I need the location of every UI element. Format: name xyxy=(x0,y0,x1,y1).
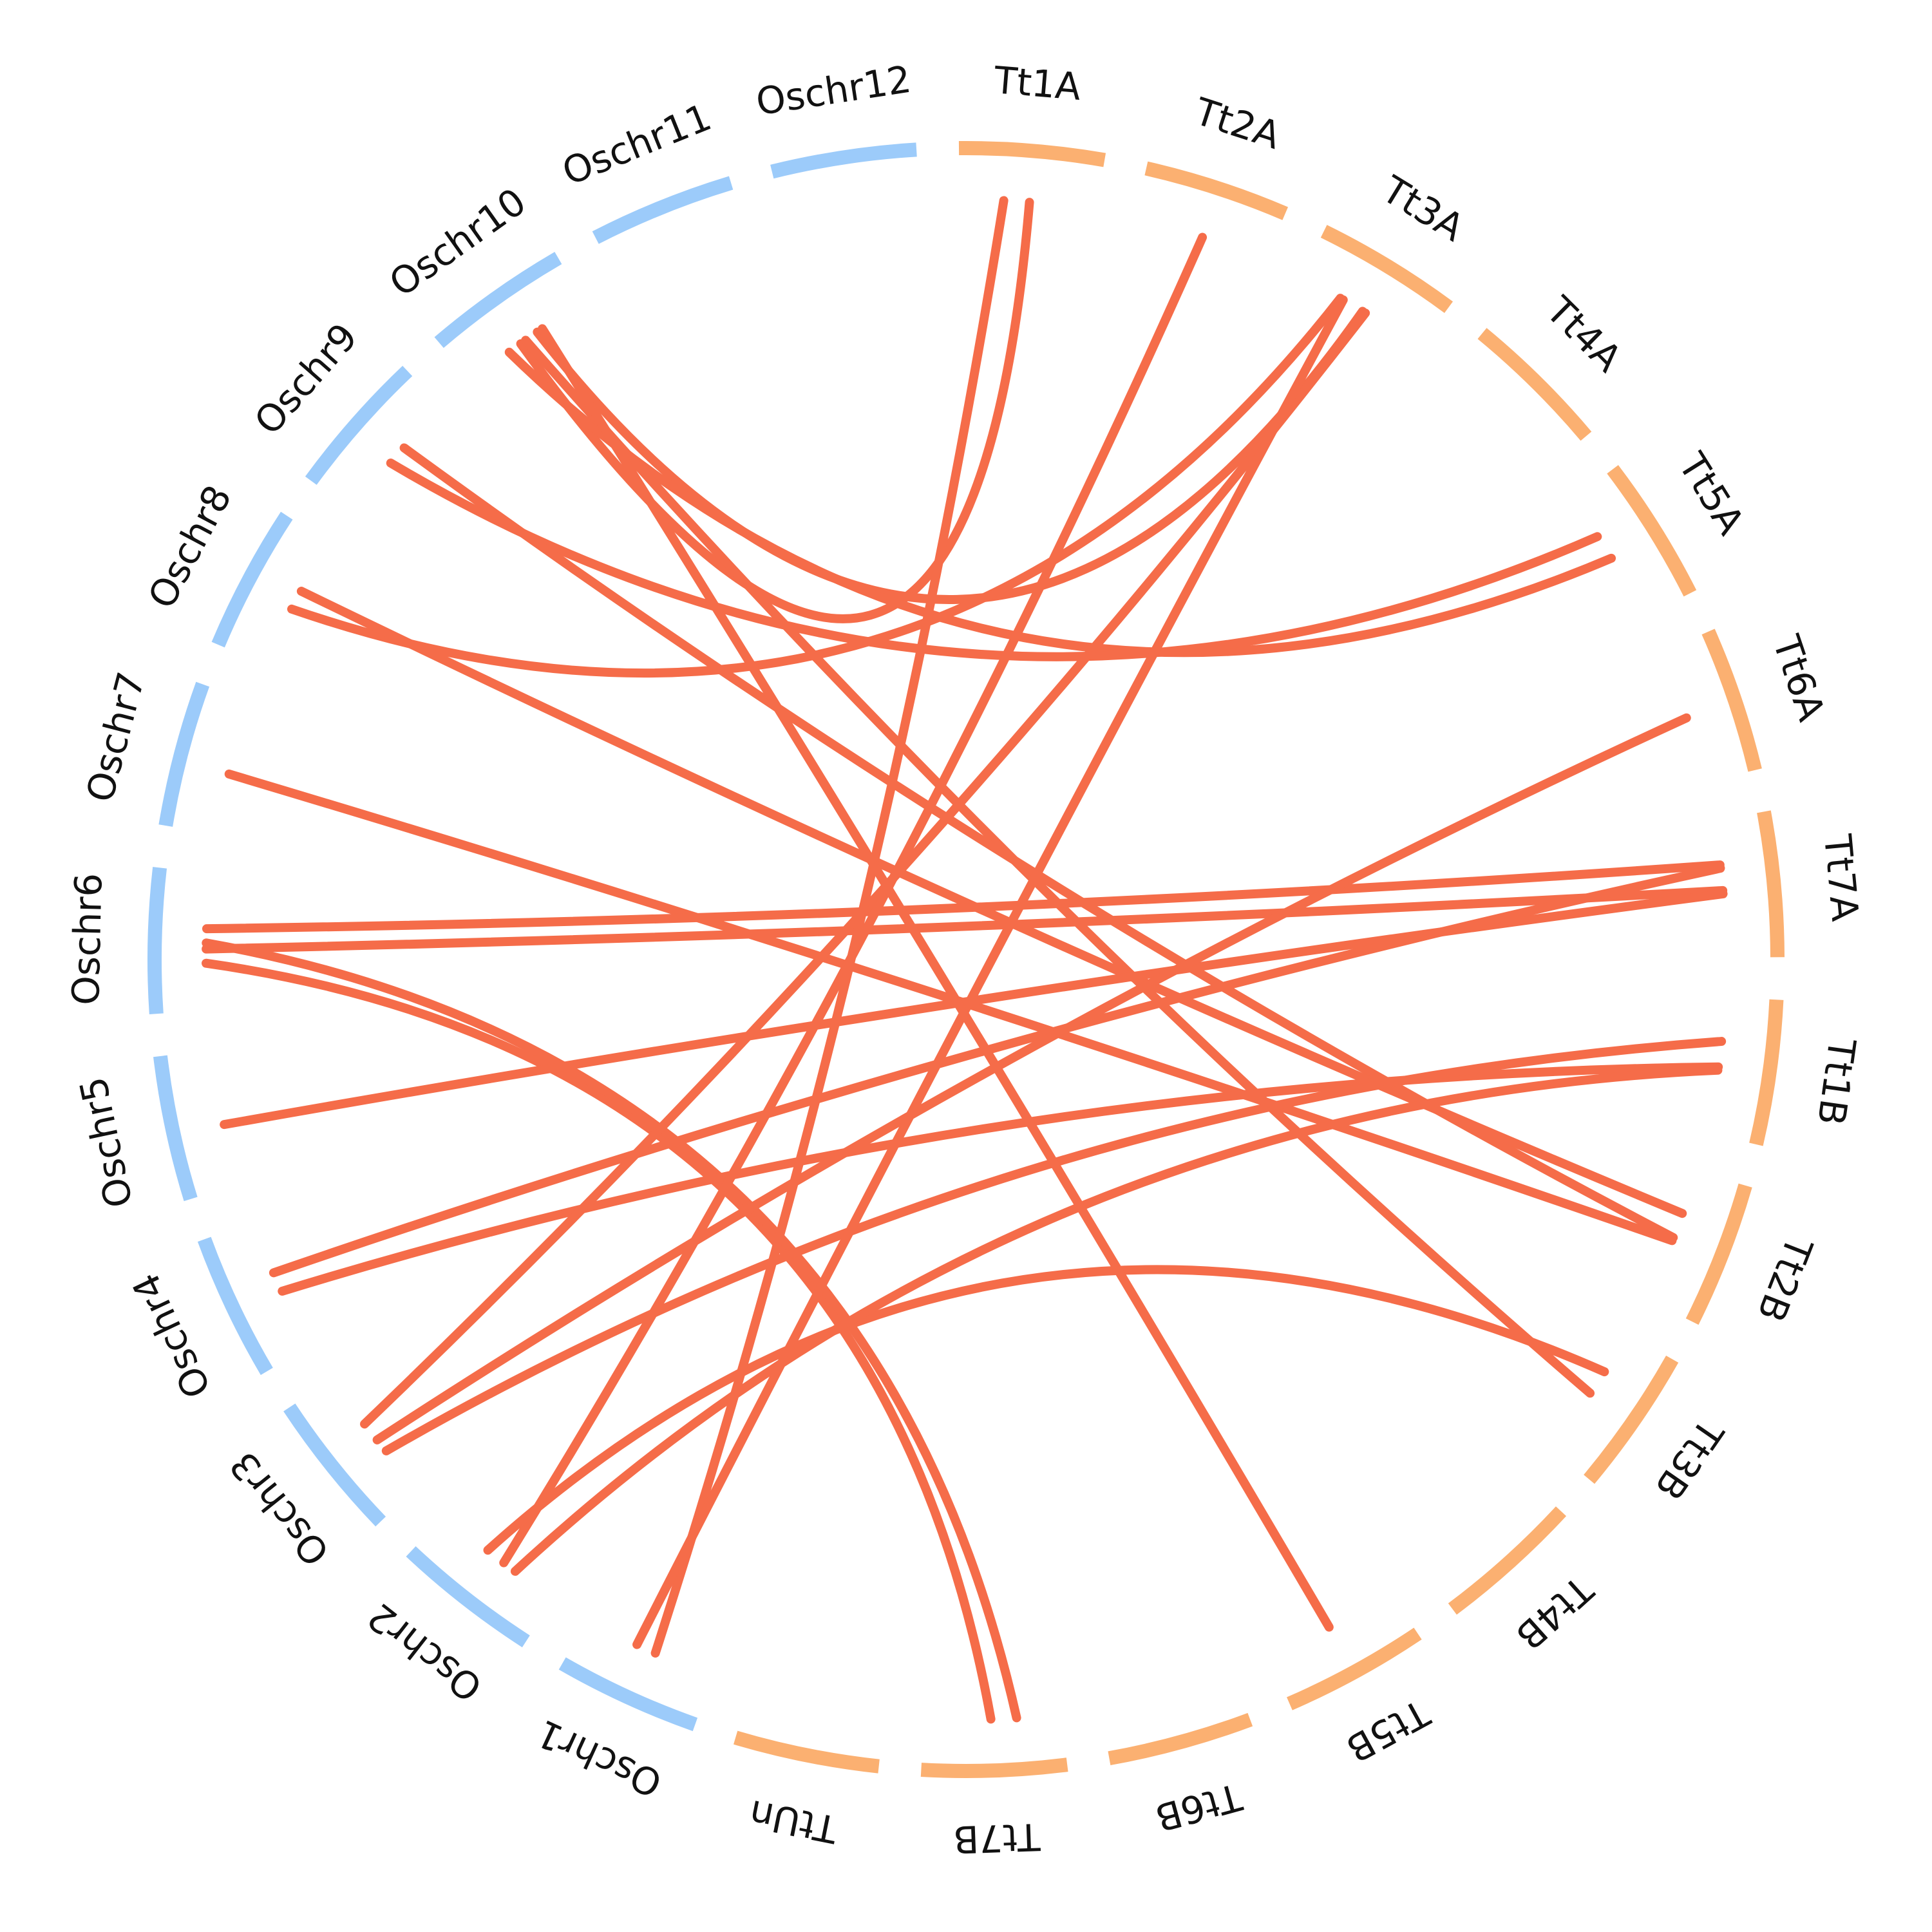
chromosome-arc-tt2b xyxy=(1685,1183,1752,1325)
chromosome-label-tt1b: Tt1B xyxy=(1809,1035,1864,1128)
chromosome-label-oschr8: Oschr8 xyxy=(140,478,240,616)
chromosome-label-oschr4: Oschr4 xyxy=(124,1267,220,1405)
chromosome-arc-oschr12 xyxy=(770,142,917,179)
chromosome-arc-tt2a xyxy=(1144,161,1289,220)
chromosome-arc-tt3b xyxy=(1584,1356,1679,1484)
chromosome-arc-tt5b xyxy=(1287,1627,1422,1710)
chromosome-arc-tt1a xyxy=(958,141,1106,167)
chromosome-label-tt5b: Tt5B xyxy=(1339,1690,1437,1771)
chromosome-label-oschr3: Oschr3 xyxy=(222,1443,338,1574)
synteny-link-oschr6-tt7a xyxy=(202,886,1728,954)
chromosome-label-oschr5: Oschr5 xyxy=(71,1073,141,1211)
synteny-link-oschr2-tt3b xyxy=(483,1265,1609,1555)
chromosome-arc-oschr3 xyxy=(283,1403,386,1527)
chromosome-arc-oschr10 xyxy=(434,252,562,348)
chromosome-arc-tt7b xyxy=(920,1757,1068,1778)
chromosome-label-tt6a: Tt6A xyxy=(1764,629,1833,726)
chromosome-arc-tt6b xyxy=(1108,1712,1253,1766)
chromosome-label-tt7a: Tt7A xyxy=(1815,832,1867,923)
synteny-link-oschr2-tt1b xyxy=(510,1065,1723,1576)
chromosome-arc-ttun xyxy=(734,1730,880,1774)
synteny-link-oschr3-tt6a xyxy=(372,713,1691,1444)
chromosome-arc-tt4b xyxy=(1448,1506,1567,1615)
chromosome-arc-oschr2 xyxy=(406,1546,530,1647)
chromosome-label-tt1a: Tt1A xyxy=(992,58,1083,109)
chromosome-arc-tt3a xyxy=(1320,225,1454,313)
synteny-link-oschr10-tt3b xyxy=(521,336,1595,1398)
chromosome-label-oschr7: Oschr7 xyxy=(78,667,154,806)
synteny-link-oschr10-tt5b xyxy=(538,324,1334,1632)
chromosome-arc-oschr6 xyxy=(147,867,167,1014)
chromosome-label-tt3a: Tt3A xyxy=(1374,167,1472,250)
chromosome-arc-tt6a xyxy=(1701,629,1762,772)
chromosome-arc-oschr1 xyxy=(558,1657,698,1732)
chromosome-label-tt2b: Tt2B xyxy=(1748,1230,1821,1327)
chromosome-label-tt5a: Tt5A xyxy=(1670,445,1754,542)
chromosome-label-oschr12: Oschr12 xyxy=(753,57,914,124)
chromosome-label-tt4a: Tt4A xyxy=(1537,288,1631,381)
synteny-link-oschr2-tt2a xyxy=(499,232,1208,1567)
chromosome-label-tt3b: Tt3B xyxy=(1646,1411,1732,1508)
chromosome-label-tt4b: Tt4B xyxy=(1507,1567,1601,1658)
synteny-link-oschr8-tt2b xyxy=(296,587,1687,1218)
synteny-link-oschr3-tt1b xyxy=(381,1037,1727,1455)
synteny-link-oschr6-tt7b xyxy=(202,938,1021,1723)
synteny-link-oschr4-tt1b xyxy=(278,1062,1723,1296)
synteny-link-oschr1-tt3a xyxy=(632,295,1348,1649)
chromosome-label-oschr11: Oschr11 xyxy=(556,95,717,194)
chromosome-label-tt7b: Tt7B xyxy=(952,1815,1041,1862)
chromosome-arc-oschr4 xyxy=(197,1236,273,1376)
chromosome-label-tt2a: Tt2A xyxy=(1189,89,1285,158)
chromosome-label-oschr2: Oschr2 xyxy=(359,1595,491,1710)
chromosome-arc-oschr7 xyxy=(158,681,210,827)
synteny-link-oschr1-tt1a xyxy=(650,196,1009,1658)
chromosome-arc-tt4a xyxy=(1477,328,1592,441)
synteny-link-oschr10-tt5a xyxy=(504,347,1616,658)
synteny-link-oschr6-tt7b xyxy=(202,958,996,1724)
chromosome-arc-oschr5 xyxy=(153,1055,198,1202)
chromosome-label-oschr1: Oschr1 xyxy=(530,1711,668,1806)
synteny-link-oschr10-tt3a xyxy=(533,307,1367,604)
synteny-link-oschr8-tt3a xyxy=(287,294,1345,678)
chromosome-arc-tt7a xyxy=(1757,810,1785,958)
chromosome-ring xyxy=(147,141,1785,1778)
links-layer xyxy=(202,196,1728,1724)
synteny-link-oschr6-tt7a xyxy=(202,860,1725,934)
chromosome-label-oschr6: Oschr6 xyxy=(64,873,111,1006)
chromosome-label-tt6b: Tt6B xyxy=(1151,1775,1247,1841)
chromosome-label-ttun: TtUn xyxy=(746,1792,842,1852)
chromosome-arc-tt5a xyxy=(1607,465,1697,597)
chromosome-arc-oschr8 xyxy=(211,511,293,648)
synteny-link-oschr4-tt7a xyxy=(269,864,1725,1278)
chromosome-arc-oschr9 xyxy=(305,366,413,485)
chromosome-arc-oschr11 xyxy=(592,176,734,244)
chromosome-arc-tt1b xyxy=(1749,999,1784,1146)
synteny-link-oschr9-tt5a xyxy=(386,459,1602,661)
